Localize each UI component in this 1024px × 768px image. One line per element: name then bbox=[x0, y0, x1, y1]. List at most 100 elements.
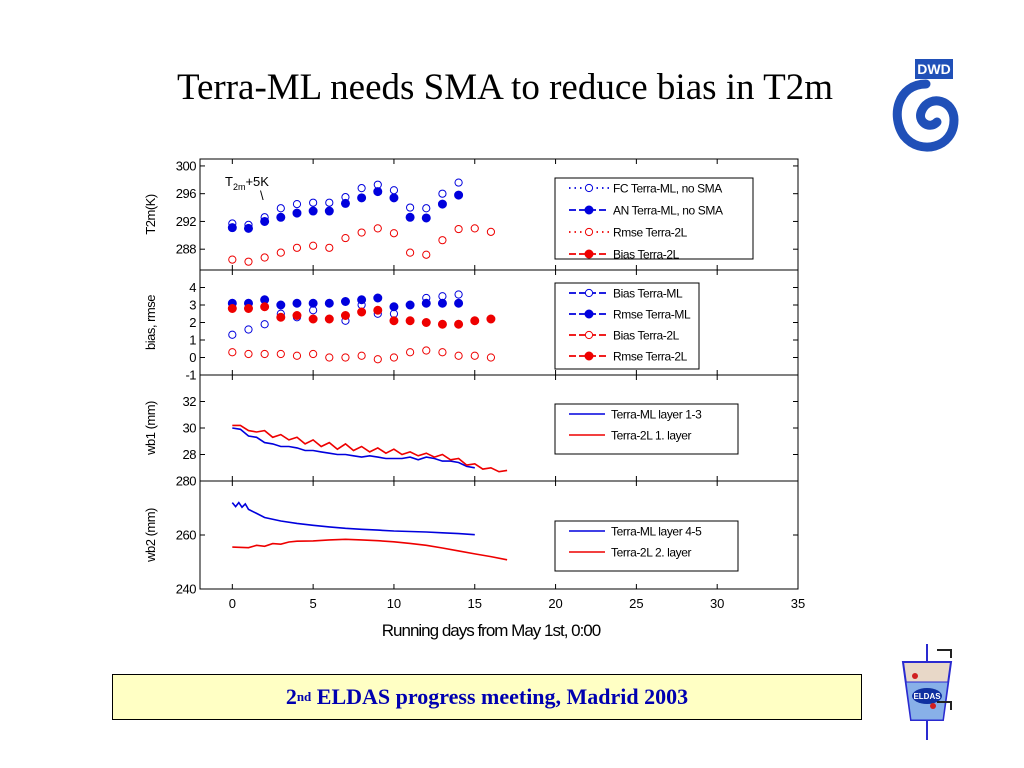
panel1-point bbox=[308, 206, 318, 216]
panel1-ytick-label: 288 bbox=[176, 242, 196, 257]
panel2-point bbox=[260, 320, 269, 329]
svg-text:DWD: DWD bbox=[917, 61, 950, 77]
panel2-point bbox=[454, 290, 463, 299]
panel1-point bbox=[454, 178, 463, 187]
panel3-ytick-label: 30 bbox=[183, 421, 197, 436]
panel2-point bbox=[276, 312, 286, 322]
panel1-point bbox=[276, 204, 285, 213]
panel3-legend-label: Terra-2L 1. layer bbox=[611, 429, 692, 443]
panel1-point bbox=[227, 223, 237, 233]
x-tick-label: 15 bbox=[468, 596, 482, 611]
panel2-point bbox=[325, 353, 334, 362]
panel2-point bbox=[357, 307, 367, 317]
panel4-legend-label: Terra-2L 2. layer bbox=[611, 546, 692, 560]
panel2-legend-marker bbox=[584, 288, 594, 298]
panel2-legend-label: Rmse Terra-ML bbox=[613, 308, 691, 322]
panel1-point bbox=[373, 224, 382, 233]
panel2-point bbox=[324, 298, 334, 308]
panel1-legend-label: Bias Terra-2L bbox=[613, 248, 680, 262]
panel2-point bbox=[422, 346, 431, 355]
page-title: Terra-ML needs SMA to reduce bias in T2m bbox=[176, 67, 834, 108]
panel2-legend-marker bbox=[584, 309, 594, 319]
panel1-ytick-label: 296 bbox=[176, 186, 196, 201]
footer-text: ELDAS progress meeting, Madrid 2003 bbox=[311, 684, 689, 709]
x-tick-label: 0 bbox=[229, 596, 236, 611]
panel1-legend-marker bbox=[584, 249, 594, 259]
panel2-ylabel: bias, rmse bbox=[143, 295, 158, 350]
panel1-point bbox=[438, 189, 447, 198]
panel2-legend-label: Bias Terra-2L bbox=[613, 329, 680, 343]
panel1-point bbox=[244, 257, 253, 266]
svg-text:ELDAS: ELDAS bbox=[913, 692, 941, 701]
x-tick-label: 10 bbox=[387, 596, 401, 611]
panel2-point bbox=[244, 325, 253, 334]
panel1-ylabel: T2m(K) bbox=[143, 194, 158, 235]
panel2-point bbox=[405, 316, 415, 326]
panel2-point bbox=[260, 349, 269, 359]
panel2-point bbox=[260, 302, 270, 312]
panel1-point bbox=[389, 193, 399, 203]
panel2-point bbox=[340, 297, 350, 306]
panel1-annotation-rest: +5K bbox=[245, 174, 269, 189]
x-tick-label: 5 bbox=[310, 596, 317, 611]
panel2-legend-box bbox=[554, 282, 700, 370]
panel3-series-line bbox=[232, 424, 508, 473]
panel2-point bbox=[373, 355, 382, 364]
panel4-series-line bbox=[232, 538, 508, 561]
panel1-point bbox=[357, 228, 366, 237]
panel2-point bbox=[454, 319, 464, 329]
panel1-point bbox=[470, 224, 479, 233]
panel1-point bbox=[486, 227, 496, 236]
panel2-point bbox=[357, 351, 366, 360]
panel2-point bbox=[292, 311, 302, 320]
panel1-point bbox=[422, 204, 431, 213]
panel2-point bbox=[308, 298, 318, 308]
panel2-ytick-label: -1 bbox=[185, 368, 196, 383]
panel1-point bbox=[406, 248, 415, 257]
panel1-point bbox=[228, 255, 237, 264]
panel4-ytick-label: 260 bbox=[176, 528, 196, 543]
panel2-point bbox=[309, 349, 318, 359]
panel1-point bbox=[260, 253, 269, 262]
panel1-point bbox=[357, 184, 366, 193]
panel3-ylabel: wb1 (mm) bbox=[143, 401, 158, 456]
panel2-point bbox=[276, 300, 286, 310]
panel1-point bbox=[454, 190, 464, 200]
panel2-point bbox=[454, 298, 464, 308]
panel2-point bbox=[276, 349, 285, 359]
panel1-point bbox=[341, 233, 350, 243]
panel4-ylabel: wb2 (mm) bbox=[143, 508, 158, 563]
panel2-point bbox=[341, 353, 350, 362]
panel1-point bbox=[406, 203, 415, 212]
panel2-legend-marker bbox=[584, 330, 594, 340]
panel2-point bbox=[406, 348, 415, 357]
panel1-point bbox=[373, 187, 383, 197]
panel1-ytick-label: 300 bbox=[176, 158, 196, 173]
panel4-series-line bbox=[231, 501, 475, 536]
x-tick-label: 25 bbox=[629, 596, 643, 611]
panel2-point bbox=[292, 298, 302, 308]
panel2-point bbox=[308, 314, 318, 324]
panel2-ytick-label: 2 bbox=[189, 315, 196, 330]
panel2-point bbox=[421, 298, 431, 308]
panel1-point bbox=[389, 186, 399, 195]
panel2-point bbox=[244, 349, 253, 359]
panel3-series-line bbox=[232, 427, 475, 469]
panel4-ytick-label: 240 bbox=[176, 582, 196, 597]
panel2-point bbox=[389, 302, 399, 312]
panel2-point bbox=[243, 304, 253, 313]
panel1-point bbox=[309, 241, 318, 250]
panel2-point bbox=[292, 351, 302, 360]
panel1-point bbox=[309, 198, 318, 207]
panel2-point bbox=[227, 304, 237, 313]
x-tick-label: 30 bbox=[710, 596, 724, 611]
panel1-legend-marker bbox=[584, 183, 594, 193]
panel2-point bbox=[470, 316, 480, 326]
panel3-legend-box bbox=[554, 403, 739, 455]
panel2-point bbox=[437, 298, 447, 308]
x-tick-label: 35 bbox=[791, 596, 805, 611]
panel3-ytick-label: 28 bbox=[183, 447, 197, 462]
panel2-point bbox=[389, 353, 399, 362]
